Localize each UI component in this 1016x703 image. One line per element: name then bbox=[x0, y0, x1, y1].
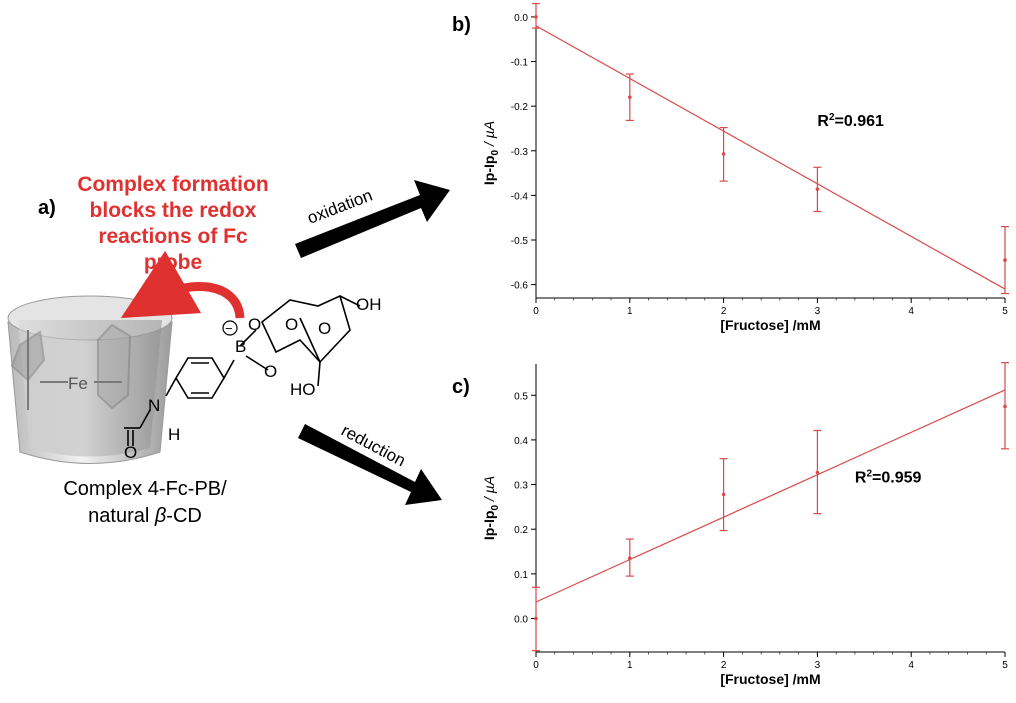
caption-line-3: reactions of Fc bbox=[98, 225, 248, 248]
x-tick-label: 5 bbox=[1002, 660, 1008, 671]
data-point bbox=[1003, 404, 1007, 409]
fit-line bbox=[535, 389, 1006, 603]
y-tick-label: 0.4 bbox=[514, 436, 528, 447]
y-axis-label-sub: 0 bbox=[490, 505, 501, 511]
x-tick-label: 0 bbox=[533, 306, 539, 317]
x-tick-label: 3 bbox=[815, 660, 821, 671]
complex-label-line-2: natural β-CD bbox=[20, 503, 270, 530]
r-squared-annotation: R2=0.961 bbox=[817, 112, 884, 130]
x-tick-label: 0 bbox=[533, 660, 539, 671]
x-tick-label: 5 bbox=[1002, 306, 1008, 317]
panel-label-c: c) bbox=[452, 376, 470, 398]
complex-label: Complex 4-Fc-PB/ natural β-CD bbox=[20, 476, 270, 530]
data-point bbox=[721, 152, 726, 156]
x-tick-label: 4 bbox=[908, 660, 914, 671]
x-tick-label: 2 bbox=[721, 660, 727, 671]
data-point bbox=[534, 15, 538, 19]
x-axis-label: [Fructose] /mM bbox=[720, 317, 820, 333]
r-squared-main: R bbox=[855, 469, 867, 486]
data-point bbox=[628, 95, 632, 100]
x-tick-label: 2 bbox=[721, 306, 727, 317]
r-squared-value: =0.959 bbox=[872, 469, 921, 486]
fit-line bbox=[535, 25, 1006, 290]
data-point bbox=[815, 187, 820, 191]
y-tick-label: -0.1 bbox=[511, 58, 529, 69]
data-point bbox=[815, 470, 820, 475]
x-tick-label: 1 bbox=[627, 660, 633, 671]
y-tick-label: 0.2 bbox=[514, 525, 528, 536]
panel-label-b: b) bbox=[452, 14, 471, 36]
r-squared-annotation: R2=0.959 bbox=[855, 468, 922, 486]
r-squared-value: =0.961 bbox=[835, 113, 884, 130]
y-axis-label-main: Ip-Ip bbox=[481, 156, 497, 186]
complex-label-prefix: natural bbox=[88, 505, 155, 527]
y-tick-label: -0.4 bbox=[511, 191, 529, 202]
y-tick-label: 0.5 bbox=[514, 391, 528, 402]
panel-label-a: a) bbox=[38, 197, 56, 219]
data-point bbox=[534, 616, 538, 621]
caption-line-2: blocks the redox bbox=[89, 199, 257, 222]
complex-label-suffix: -CD bbox=[166, 505, 202, 527]
y-tick-label: 0.0 bbox=[514, 13, 528, 24]
y-tick-label: 0.3 bbox=[514, 481, 528, 492]
y-tick-label: 0.1 bbox=[514, 570, 528, 581]
r-squared-sup: 2 bbox=[866, 468, 872, 479]
beta-symbol: β bbox=[154, 505, 167, 527]
caption-line-1: Complex formation bbox=[77, 173, 269, 196]
r-squared-sup: 2 bbox=[829, 112, 835, 123]
data-point bbox=[721, 492, 726, 497]
y-axis-label-unit: / µA bbox=[481, 121, 497, 150]
r-squared-main: R bbox=[817, 113, 829, 130]
x-tick-label: 4 bbox=[908, 306, 914, 317]
y-tick-label: -0.2 bbox=[511, 102, 529, 113]
y-axis-label-main: Ip-Ip bbox=[481, 511, 497, 541]
y-axis-label: Ip-Ip0 / µA bbox=[481, 476, 501, 540]
x-axis-label: [Fructose] /mM bbox=[720, 671, 820, 687]
x-tick-label: 3 bbox=[815, 306, 821, 317]
y-tick-label: 0.0 bbox=[514, 615, 528, 626]
y-axis-label: Ip-Ip0 / µA bbox=[481, 121, 501, 185]
y-tick-label: -0.6 bbox=[511, 281, 529, 292]
y-tick-label: -0.5 bbox=[511, 236, 529, 247]
data-point bbox=[628, 556, 632, 561]
y-axis-label-unit: / µA bbox=[481, 476, 497, 505]
x-tick-label: 1 bbox=[627, 306, 633, 317]
y-tick-label: -0.3 bbox=[511, 147, 529, 158]
complex-label-line-1: Complex 4-Fc-PB/ bbox=[63, 478, 227, 500]
y-axis-label-sub: 0 bbox=[490, 150, 501, 156]
data-point bbox=[1003, 258, 1007, 262]
